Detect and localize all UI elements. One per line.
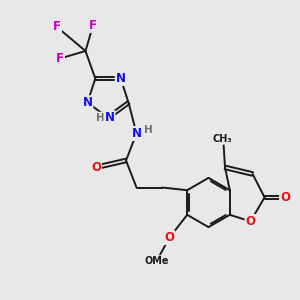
Text: F: F xyxy=(89,19,97,32)
Text: OMe: OMe xyxy=(144,256,169,266)
Text: H: H xyxy=(96,112,104,123)
Text: N: N xyxy=(116,72,126,85)
Text: O: O xyxy=(280,191,290,204)
Text: O: O xyxy=(91,161,101,174)
Text: F: F xyxy=(56,52,64,65)
Text: O: O xyxy=(164,231,175,244)
Text: N: N xyxy=(131,127,142,140)
Text: N: N xyxy=(104,111,115,124)
Text: N: N xyxy=(82,96,92,109)
Text: F: F xyxy=(53,20,61,34)
Text: O: O xyxy=(245,215,256,228)
Text: H: H xyxy=(143,125,152,135)
Text: CH₃: CH₃ xyxy=(212,134,232,144)
